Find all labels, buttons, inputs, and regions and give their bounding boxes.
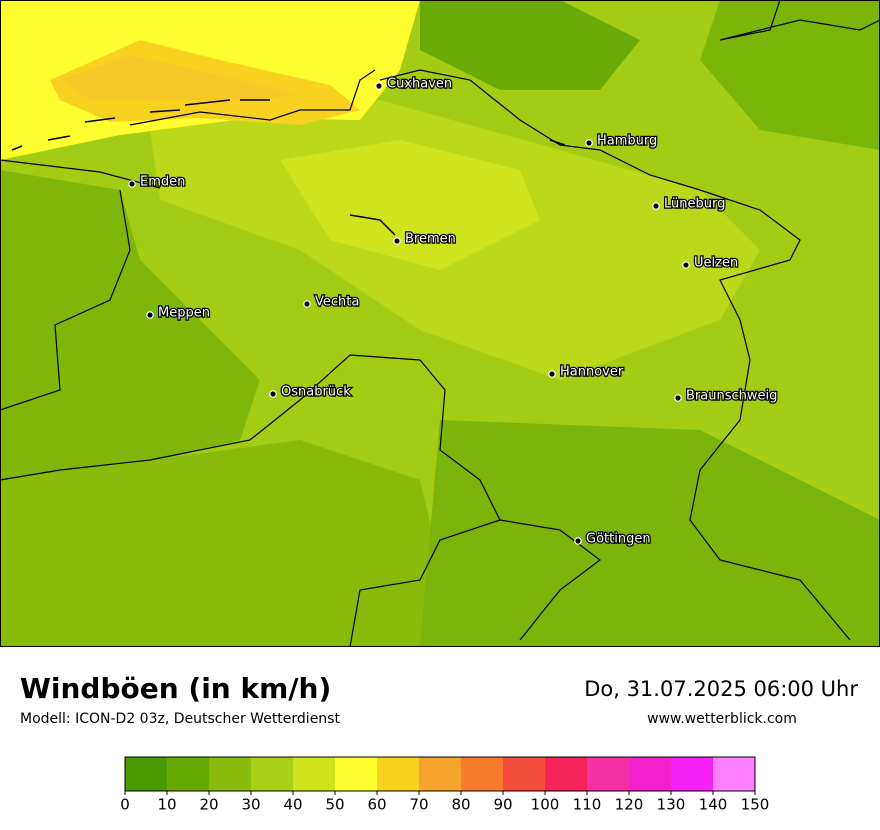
city-label: Hannover — [560, 365, 624, 380]
colorbar-bin — [293, 757, 335, 791]
city-label: Emden — [140, 175, 185, 190]
city-label: Braunschweig — [686, 389, 777, 404]
city-dot — [303, 300, 311, 308]
colorbar-bin — [503, 757, 545, 791]
city-dot — [574, 537, 582, 545]
tick-label: 80 — [451, 796, 470, 814]
field — [60, 55, 300, 100]
city-label: Bremen — [405, 232, 456, 247]
city-dot — [375, 82, 383, 90]
field — [420, 420, 880, 647]
city-dot — [682, 261, 690, 269]
tick-label: 0 — [120, 796, 130, 814]
tick-label: 60 — [367, 796, 386, 814]
tick-label: 130 — [657, 796, 686, 814]
city-label: Lüneburg — [664, 197, 725, 212]
city-label: Meppen — [158, 306, 210, 321]
tick-label: 10 — [157, 796, 176, 814]
city-label: Vechta — [315, 295, 359, 310]
colorbar-bin — [209, 757, 251, 791]
website[interactable]: www.wetterblick.com — [647, 711, 797, 727]
city-dot — [146, 311, 154, 319]
tick-label: 90 — [493, 796, 512, 814]
subtitle: Modell: ICON-D2 03z, Deutscher Wetterdie… — [20, 711, 340, 727]
border-line — [0, 0, 880, 648]
colorbar-bin — [167, 757, 209, 791]
colorbar-bin — [125, 757, 167, 791]
field — [0, 440, 460, 647]
city-dot — [548, 370, 556, 378]
tick-label: 30 — [241, 796, 260, 814]
colorbar-bin — [461, 757, 503, 791]
tick-label: 120 — [615, 796, 644, 814]
colorbar-bin — [419, 757, 461, 791]
colorbar: 0 10 20 30 40 50 60 70 80 90 100 110 120 130 140 150 — [120, 756, 770, 814]
colorbar-bin — [587, 757, 629, 791]
city-dot — [585, 139, 593, 147]
colorbar-bin — [377, 757, 419, 791]
colorbar-frame — [124, 756, 756, 792]
colorbar-bin — [671, 757, 713, 791]
city-layer: Cuxhaven Hamburg Emden Lüneburg Bremen Uelzen… — [128, 75, 779, 548]
city-label: Hamburg — [597, 134, 657, 149]
map: Cuxhaven Hamburg Emden Lüneburg Bremen Uelzen… — [0, 0, 880, 648]
tick-label: 110 — [573, 796, 602, 814]
title: Windböen (in km/h) — [20, 672, 331, 705]
coastline — [11, 99, 566, 236]
tick-label: 100 — [531, 796, 560, 814]
field — [0, 170, 260, 480]
tick-label: 20 — [199, 796, 218, 814]
city-dot — [674, 394, 682, 402]
city-label: Uelzen — [694, 256, 738, 271]
city-dot — [652, 202, 660, 210]
datetime: Do, 31.07.2025 06:00 Uhr — [584, 677, 858, 701]
city-label: Cuxhaven — [387, 77, 452, 92]
colorbar-bin — [545, 757, 587, 791]
field — [420, 0, 640, 90]
tick-label: 50 — [325, 796, 344, 814]
colorbar-bin — [713, 757, 755, 791]
tick-label: 40 — [283, 796, 302, 814]
city-label: Göttingen — [586, 532, 651, 547]
city-label: Osnabrück — [281, 385, 351, 400]
colorbar-bin — [251, 757, 293, 791]
city-dot — [393, 237, 401, 245]
field — [280, 140, 540, 270]
colorbar-bin — [335, 757, 377, 791]
field — [700, 0, 880, 150]
tick-label: 70 — [409, 796, 428, 814]
tick-label: 140 — [699, 796, 728, 814]
tick-label: 150 — [741, 796, 770, 814]
city-dot — [128, 180, 136, 188]
colorbar-bin — [629, 757, 671, 791]
city-dot — [269, 390, 277, 398]
